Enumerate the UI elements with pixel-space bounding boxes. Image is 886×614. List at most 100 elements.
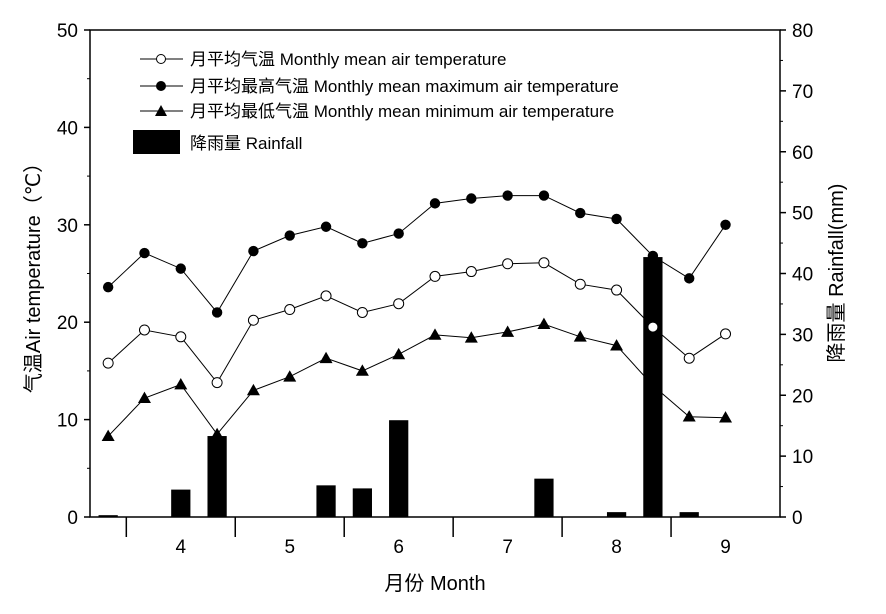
min-temperature-point — [246, 383, 260, 396]
legend: 月平均气温 Monthly mean air temperature 月平均最高… — [133, 50, 619, 154]
max-temperature-point — [211, 307, 223, 318]
rainfall-bar — [534, 478, 554, 517]
max-temperature-point — [502, 190, 513, 201]
rainfall-bars — [98, 257, 699, 517]
legend-min-label: 月平均最低气温 Monthly mean minimum air tempera… — [190, 102, 614, 121]
mean-temperature-point — [611, 284, 623, 296]
month-label: 6 — [393, 537, 404, 558]
mean-temperature-point — [175, 331, 187, 343]
left-axis-title: 气温Air temperature（℃） — [22, 153, 45, 393]
min-temperature-point — [719, 411, 733, 423]
left-tick-label: 50 — [57, 21, 78, 42]
mean-temperature-point — [683, 352, 695, 364]
mean-temperature-point — [502, 258, 514, 270]
left-tick-label: 10 — [57, 411, 78, 432]
min-temperature-point — [610, 339, 624, 351]
rainfall-bar — [679, 512, 699, 517]
max-temperature-point — [429, 198, 441, 209]
rainfall-bar — [207, 436, 227, 517]
max-temperature-point — [320, 221, 332, 232]
max-temperature-point — [357, 238, 368, 249]
bottom-axis-ticks: 4 5 6 7 8 9 — [125, 517, 731, 558]
mean-temperature-point — [356, 306, 368, 318]
legend-mean-marker — [156, 54, 166, 64]
temperature-lines — [101, 190, 733, 442]
mean-temperature-point — [574, 278, 586, 290]
min-temperature-point — [646, 379, 660, 391]
min-temperature-point — [501, 325, 515, 337]
max-temperature-point — [720, 219, 731, 230]
right-tick-label: 50 — [792, 204, 813, 225]
month-label: 4 — [176, 537, 187, 558]
right-tick-label: 0 — [792, 508, 803, 529]
min-temperature-line — [107, 323, 726, 437]
max-temperature-point — [393, 228, 404, 239]
x-axis-title: 月份 Month — [384, 572, 485, 595]
right-tick-label: 10 — [792, 447, 813, 468]
legend-rainfall-marker — [133, 130, 180, 154]
max-temperature-point — [466, 193, 477, 204]
right-tick-label: 20 — [792, 386, 813, 407]
min-temperature-point — [174, 378, 188, 390]
rainfall-bar — [98, 515, 118, 517]
rainfall-bar — [606, 512, 627, 517]
left-tick-label: 20 — [57, 313, 78, 334]
min-temperature-point — [573, 330, 587, 342]
min-temperature-point — [537, 317, 551, 330]
min-temperature-point — [464, 331, 478, 343]
legend-min-marker — [155, 105, 167, 116]
mean-temperature-point — [138, 324, 150, 336]
legend-mean-label: 月平均气温 Monthly mean air temperature — [190, 50, 507, 69]
max-temperature-point — [102, 281, 114, 293]
right-axis-title: 降雨量 Rainfall(mm) — [825, 184, 848, 363]
min-temperature-point — [392, 347, 406, 360]
legend-rainfall-label: 降雨量 Rainfall — [190, 134, 302, 153]
right-tick-label: 40 — [792, 265, 813, 286]
month-label: 8 — [611, 537, 622, 558]
mean-temperature-point — [284, 304, 296, 316]
max-temperature-point — [538, 190, 550, 201]
max-temperature-point — [611, 213, 622, 225]
mean-temperature-point — [211, 377, 223, 389]
min-temperature-point — [283, 370, 297, 382]
max-temperature-point — [248, 245, 259, 257]
mean-temperature-point — [720, 328, 732, 340]
max-temperature-point — [139, 247, 150, 259]
right-tick-label: 80 — [792, 21, 813, 42]
right-tick-label: 30 — [792, 325, 813, 346]
month-label: 7 — [502, 537, 513, 558]
left-tick-label: 0 — [67, 508, 78, 529]
max-temperature-point — [575, 207, 586, 219]
right-tick-label: 60 — [792, 143, 813, 164]
month-label: 5 — [284, 537, 295, 558]
min-temperature-point — [428, 328, 442, 340]
rainfall-bar — [389, 420, 409, 517]
mean-temperature-point — [538, 257, 550, 269]
month-label: 9 — [720, 537, 731, 558]
left-tick-label: 30 — [57, 216, 78, 237]
max-temperature-point — [284, 230, 295, 241]
rainfall-bar — [352, 488, 372, 517]
max-temperature-point — [175, 263, 186, 274]
min-temperature-point — [137, 391, 151, 404]
min-temperature-point — [319, 351, 333, 364]
mean-temperature-point — [247, 314, 259, 326]
mean-temperature-point — [429, 270, 441, 282]
mean-temperature-point — [465, 266, 477, 278]
mean-temperature-line — [107, 262, 726, 384]
mean-temperature-point — [393, 298, 405, 310]
legend-max-marker — [156, 81, 166, 91]
rainfall-bar — [171, 489, 191, 517]
right-axis-ticks: 0 10 20 30 40 50 60 70 80 — [780, 21, 813, 529]
max-temperature-point — [647, 250, 659, 262]
left-tick-label: 40 — [57, 118, 78, 139]
min-temperature-point — [355, 364, 369, 376]
min-temperature-point — [101, 429, 115, 442]
min-temperature-point — [682, 410, 696, 422]
right-tick-label: 70 — [792, 82, 813, 103]
rainfall-bar — [316, 485, 336, 517]
mean-temperature-point — [102, 357, 114, 369]
left-axis-ticks: 0 10 20 30 40 50 — [57, 21, 90, 529]
mean-temperature-point — [647, 321, 659, 333]
